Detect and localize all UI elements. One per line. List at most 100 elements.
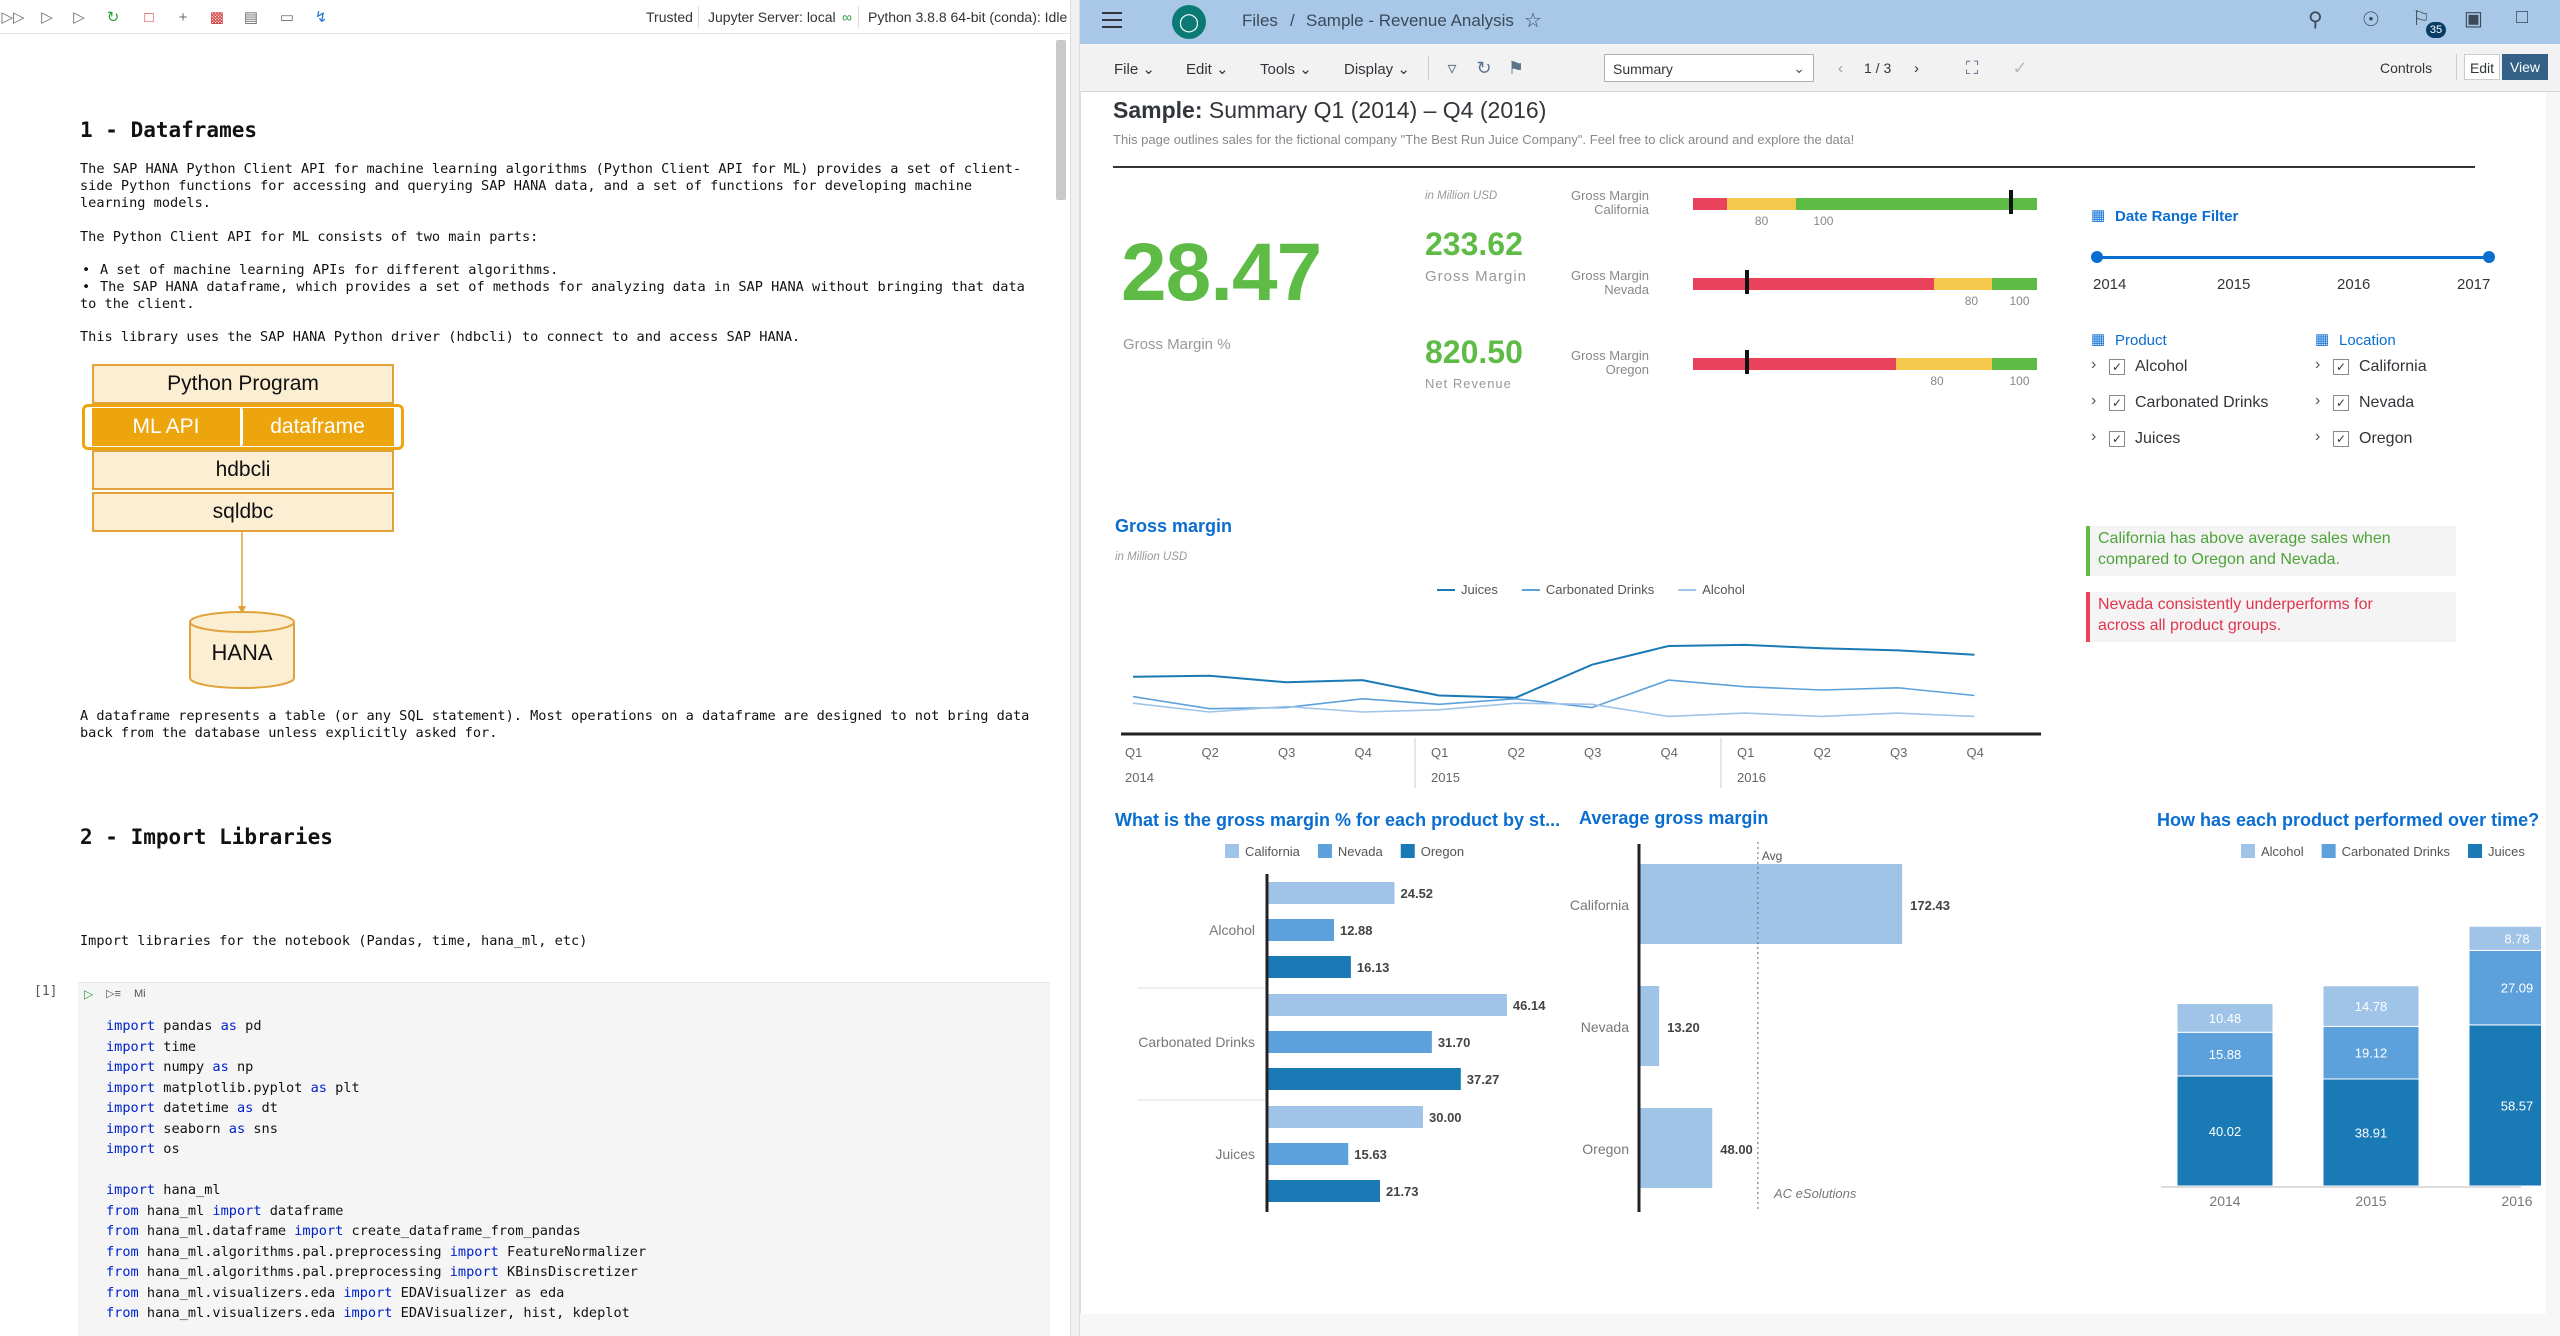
date-range-end-handle[interactable] [2483, 251, 2495, 263]
run-all-icon[interactable]: ▷▷ [1, 8, 25, 26]
legend-label: Alcohol [1702, 582, 1745, 597]
controls-button[interactable]: Controls [2380, 60, 2433, 76]
date-range-start-handle[interactable] [2091, 251, 2103, 263]
menu-display[interactable]: Display ⌄ [1344, 61, 1410, 78]
prev-page-icon[interactable]: ‹ [1838, 60, 1843, 77]
code-token: FeatureNormalizer [498, 1243, 647, 1260]
filter-item-label[interactable]: California [2359, 358, 2427, 375]
bullet-label: Gross Margin [1570, 188, 1649, 203]
date-range-slider-track[interactable] [2097, 256, 2489, 259]
filter-checkbox[interactable]: ✓ [2333, 359, 2349, 375]
clear-output-icon[interactable]: ▩ [209, 8, 225, 26]
code-keyword: import [106, 1079, 156, 1096]
year-tick: 2015 [2217, 276, 2251, 293]
add-cell-icon[interactable]: + [178, 8, 188, 26]
run-above-icon[interactable]: ▷ [41, 8, 53, 26]
run-below-icon[interactable]: ▷ [73, 8, 85, 26]
feedback-icon[interactable]: □ [2516, 6, 2529, 28]
pane-splitter[interactable] [1070, 0, 1080, 1336]
kernel-status[interactable]: Python 3.8.8 64-bit (conda): Idle [868, 9, 1068, 25]
expand-chevron-icon[interactable]: › [2315, 428, 2321, 445]
kpi-unit-label: in Million USD [1425, 190, 1498, 202]
bullet-range-band [1693, 278, 1934, 290]
cell-language-tag[interactable]: Mi [134, 988, 146, 1000]
segment-value-label: 15.88 [2209, 1047, 2242, 1062]
kpi-gross-margin-value[interactable]: 233.62 [1425, 226, 1523, 262]
view-mode-button[interactable]: View [2502, 54, 2548, 80]
filter-item-label[interactable]: Carbonated Drinks [2135, 394, 2269, 411]
check-circle-icon[interactable]: ✓ [2012, 57, 2028, 78]
interrupt-icon[interactable]: □ [144, 8, 154, 26]
notifications-icon[interactable]: ⚐ [2412, 8, 2430, 30]
sac-story-pane: ◯ Files / Sample - Revenue Analysis ☆ ⚲ … [1080, 0, 2560, 1336]
chart-title: Average gross margin [1579, 808, 1768, 828]
discussions-icon[interactable]: ▣ [2464, 8, 2483, 30]
breadcrumb-files[interactable]: Files [1242, 11, 1278, 30]
code-token: plt [326, 1079, 360, 1096]
paragraph-line: back from the database unless explicitly… [80, 725, 498, 741]
expand-chevron-icon[interactable]: › [2315, 392, 2321, 409]
bar [1267, 994, 1507, 1016]
favorite-star-icon[interactable]: ☆ [1524, 10, 1542, 32]
code-line: from hana_ml.visualizers.eda import EDAV… [106, 1303, 630, 1324]
filter-checkbox[interactable]: ✓ [2109, 395, 2125, 411]
refresh-icon[interactable]: ↻ [1476, 57, 1492, 78]
filter-item-label[interactable]: Oregon [2359, 430, 2413, 447]
product-performance-chart[interactable]: How has each product performed over time… [2041, 704, 2541, 1224]
expand-chevron-icon[interactable]: › [2091, 356, 2097, 373]
filter-icon[interactable]: ▿ [1447, 57, 1457, 78]
x-tick-label: Q4 [1355, 745, 1372, 760]
kpi-gross-margin-percent[interactable]: 28.47 [1121, 227, 1322, 318]
filter-checkbox[interactable]: ✓ [2333, 431, 2349, 447]
filter-item-label[interactable]: Nevada [2359, 394, 2415, 411]
code-keyword: import [106, 1100, 156, 1116]
expand-chevron-icon[interactable]: › [2091, 392, 2097, 409]
x-tick-label: Q2 [1508, 745, 1525, 760]
search-icon[interactable]: ⚲ [2308, 9, 2323, 31]
expand-chevron-icon[interactable]: › [2091, 428, 2097, 445]
variables-icon[interactable]: ▤ [243, 8, 259, 26]
x-tick-label: 2015 [2355, 1193, 2386, 1209]
expand-chevron-icon[interactable]: › [2315, 356, 2321, 373]
bookmark-icon[interactable]: ⚑ [1507, 57, 1525, 78]
hamburger-menu-icon[interactable] [1102, 12, 1122, 28]
code-keyword: as [236, 1100, 254, 1116]
filter-checkbox[interactable]: ✓ [2333, 395, 2349, 411]
run-by-line-icon[interactable]: ▷≡ [106, 988, 121, 1000]
page-select[interactable]: Summary ⌄ [1604, 54, 1814, 82]
edit-mode-button[interactable]: Edit [2464, 54, 2500, 80]
legend-label: Oregon [1421, 844, 1464, 859]
series-line-juices [1132, 643, 1975, 699]
stacked-bar-segment [2468, 1024, 2541, 1187]
fullscreen-icon[interactable]: ⛶ [1965, 57, 1979, 78]
bar [1639, 986, 1660, 1066]
gross-margin-line-chart[interactable]: Gross margin in Million USD Juices Carbonat… [1081, 412, 2081, 812]
code-cell[interactable]: ▷ ▷≡ Mi [78, 982, 1050, 1336]
export-icon[interactable]: ↯ [314, 8, 328, 26]
code-keyword: import [449, 1264, 499, 1280]
menu-file[interactable]: File ⌄ [1114, 61, 1155, 78]
menu-edit[interactable]: Edit ⌄ [1186, 61, 1229, 78]
restart-icon[interactable]: ↻ [106, 8, 120, 26]
average-gross-margin-chart[interactable]: Average gross margin California 172.43 Neva… [1561, 704, 2041, 1224]
gross-margin-by-state-chart[interactable]: What is the gross margin % for each prod… [1081, 704, 1561, 1224]
stacked-bar-segment [2468, 925, 2541, 951]
run-cell-icon[interactable]: ▷ [84, 987, 94, 1001]
jupyter-server-status[interactable]: Jupyter Server: local [708, 9, 836, 25]
segment-value-label: 58.57 [2501, 1098, 2534, 1113]
kpi-net-revenue-value[interactable]: 820.50 [1425, 334, 1523, 370]
stacked-bar-segment [2176, 1075, 2274, 1187]
notebook-scrollbar[interactable] [1056, 40, 1066, 200]
filter-item-label[interactable]: Alcohol [2135, 358, 2188, 375]
next-page-icon[interactable]: › [1914, 60, 1919, 77]
save-icon[interactable]: ▭ [279, 8, 295, 26]
bullet-range-band [1933, 278, 1993, 290]
filter-checkbox[interactable]: ✓ [2109, 359, 2125, 375]
x-tick-label: 2014 [2209, 1193, 2240, 1209]
menu-tools[interactable]: Tools ⌄ [1260, 61, 1312, 78]
filter-item-label[interactable]: Juices [2135, 430, 2181, 447]
trusted-status[interactable]: Trusted [646, 9, 693, 25]
lightbulb-icon[interactable]: ☉ [2362, 9, 2380, 31]
home-logo-icon[interactable]: ◯ [1172, 5, 1206, 39]
filter-checkbox[interactable]: ✓ [2109, 431, 2125, 447]
